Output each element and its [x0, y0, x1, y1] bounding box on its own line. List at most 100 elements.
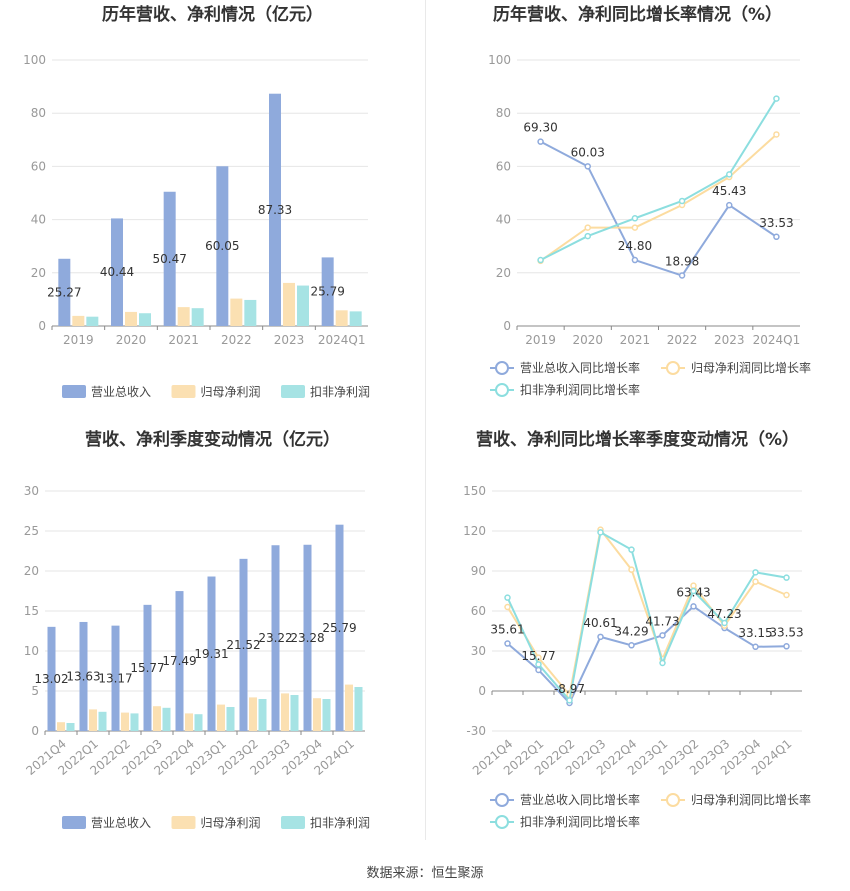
y-tick-label: 100: [488, 53, 511, 67]
bar-2: [335, 310, 348, 326]
bar-2: [185, 713, 193, 731]
annual-revenue-profit-bar-chart: 历年营收、净利情况（亿元） 0 20 40 60 80 100 2019 2020 2021 202…: [23, 4, 370, 399]
bar-2: [72, 315, 85, 326]
bar-3: [66, 723, 75, 731]
legend-label: 扣非净利润: [310, 385, 370, 399]
legend-marker-3: [495, 383, 509, 397]
series-point-1: [773, 233, 780, 241]
data-label: 13.17: [98, 671, 132, 685]
series-point-1: [584, 163, 591, 170]
x-tick-label: 2024Q1: [753, 333, 801, 347]
data-label: 15.77: [521, 649, 555, 663]
y-tick-label: 0: [503, 319, 511, 333]
bar-1: [303, 544, 312, 731]
x-tick-label: 2022: [667, 333, 698, 347]
bar-1: [111, 218, 123, 326]
bar-3: [354, 687, 363, 731]
series-point-2: [584, 224, 591, 231]
data-label: 69.30: [523, 121, 557, 135]
legend-label: 扣非净利润: [310, 816, 370, 830]
legend-marker-1: [495, 361, 509, 375]
y-tick-label: 15: [24, 604, 39, 618]
data-label: 23.28: [290, 631, 324, 645]
bar-3: [194, 714, 203, 731]
bar-2: [345, 684, 353, 731]
bar-3: [130, 713, 139, 731]
y-tick-label: 30: [471, 644, 486, 658]
series-point-3: [631, 215, 639, 222]
bar-2: [283, 282, 295, 326]
series-point-3: [721, 619, 728, 627]
x-tick-label: 2024Q1: [318, 333, 366, 347]
series-point-1: [597, 633, 604, 641]
data-label: -8.97: [554, 682, 585, 696]
data-label: 35.61: [490, 623, 524, 637]
bar-2: [125, 311, 137, 326]
bar-1: [321, 257, 334, 326]
y-tick-label: 0: [31, 724, 39, 738]
series-point-1: [537, 138, 544, 145]
series-point-2: [631, 224, 639, 231]
y-tick-label: 0: [38, 319, 46, 333]
bar-3: [162, 707, 171, 731]
x-tick-label: 2019: [63, 333, 94, 347]
legend-label: 归母净利润: [201, 816, 261, 830]
quarterly-growth-rate-line-chart: 营收、净利同比增长率季度变动情况（%）-3003060901201502021Q…: [463, 429, 811, 829]
legend-swatch-3: [281, 816, 305, 829]
data-label: 47.23: [707, 607, 741, 621]
bar-1: [175, 591, 184, 731]
legend-label: 归母净利润同比增长率: [691, 792, 811, 807]
series-point-3: [690, 587, 697, 595]
series-line-2: [506, 527, 787, 698]
data-label: 87.33: [258, 203, 292, 217]
bar-1: [335, 524, 344, 731]
bar-3: [290, 695, 299, 731]
data-label: 25.27: [47, 285, 81, 299]
series-point-3: [628, 546, 635, 553]
y-tick-label: 20: [31, 266, 46, 280]
data-label: 40.44: [100, 265, 134, 279]
bar-2: [249, 697, 257, 731]
bar-3: [139, 313, 151, 326]
data-label: 45.43: [712, 184, 746, 198]
y-tick-label: 40: [496, 213, 511, 227]
y-tick-label: 40: [31, 213, 46, 227]
y-tick-label: 80: [31, 106, 46, 120]
series-line-1: [540, 140, 777, 277]
y-tick-label: 60: [496, 159, 511, 173]
series-point-1: [504, 640, 511, 647]
chart-title: 营收、净利同比增长率季度变动情况（%）: [476, 429, 799, 450]
legend-label: 归母净利润同比增长率: [691, 360, 811, 375]
y-tick-label: 30: [24, 484, 39, 498]
legend-swatch-1: [62, 816, 86, 829]
bar-1: [143, 604, 152, 731]
series-point-1: [659, 632, 666, 639]
bar-3: [244, 299, 257, 326]
series-point-3: [726, 171, 733, 178]
data-label: 33.53: [769, 625, 803, 639]
y-tick-label: 0: [478, 684, 486, 698]
series-point-1: [631, 256, 639, 264]
bar-1: [79, 621, 88, 731]
data-label: 23.22: [258, 631, 292, 645]
legend-swatch-2: [171, 816, 196, 829]
x-tick-label: 2019: [525, 333, 556, 347]
chart-title: 历年营收、净利情况（亿元）: [102, 4, 323, 25]
y-tick-label: 150: [463, 484, 486, 498]
x-tick-label: 2022: [221, 333, 252, 347]
y-tick-label: 20: [496, 266, 511, 280]
data-source-note: 数据来源：恒生聚源: [366, 866, 484, 881]
y-tick-label: 100: [23, 53, 46, 67]
series-point-3: [678, 197, 686, 205]
bar-2: [89, 709, 97, 731]
series-point-3: [597, 529, 604, 536]
series-point-3: [566, 697, 573, 704]
data-label: 21.52: [226, 638, 260, 652]
data-label: 60.05: [205, 239, 239, 253]
data-label: 40.61: [583, 616, 617, 630]
bar-1: [271, 545, 280, 731]
series-point-1: [690, 603, 697, 610]
bar-1: [47, 626, 56, 731]
bar-3: [258, 699, 267, 731]
bar-2: [177, 307, 190, 326]
